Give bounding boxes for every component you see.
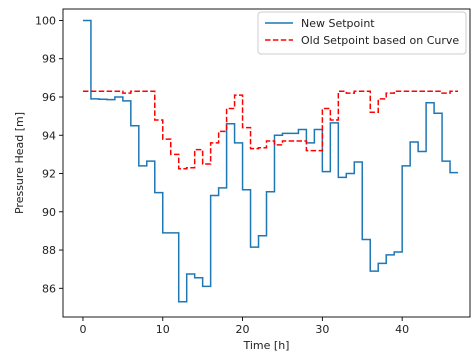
x-tick-label-0: 0 xyxy=(79,323,86,336)
x-tick-label-2: 20 xyxy=(236,323,250,336)
y-tick-label-7: 100 xyxy=(35,14,56,27)
y-tick-label-4: 94 xyxy=(42,129,56,142)
plot-frame xyxy=(62,8,471,318)
y-tick-label-0: 86 xyxy=(42,282,56,295)
x-tick-label-3: 30 xyxy=(315,323,329,336)
x-axis-label: Time [h] xyxy=(243,339,290,352)
legend: New Setpoint Old Setpoint based on Curve xyxy=(257,11,467,55)
legend-box xyxy=(257,11,467,55)
y-tick-label-3: 92 xyxy=(42,168,56,181)
axes: 0 10 20 30 40 86 88 90 92 94 96 98 100 Time [h] Pressu… xyxy=(13,8,471,352)
y-tick-label-5: 96 xyxy=(42,91,56,104)
legend-label-0: New Setpoint xyxy=(301,17,375,30)
y-tick-label-6: 98 xyxy=(42,53,56,66)
series-line-1 xyxy=(82,90,459,170)
legend-label-1: Old Setpoint based on Curve xyxy=(301,34,459,47)
plot-area xyxy=(82,19,459,303)
series-line-0 xyxy=(82,19,459,303)
x-tick-label-4: 40 xyxy=(395,323,409,336)
x-tick-label-1: 10 xyxy=(156,323,170,336)
y-tick-label-2: 90 xyxy=(42,206,56,219)
y-tick-label-1: 88 xyxy=(42,244,56,257)
y-axis-label: Pressure Head [m] xyxy=(13,112,26,214)
